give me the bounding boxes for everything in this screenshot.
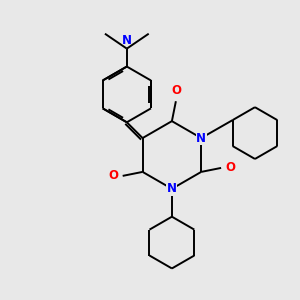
- Text: N: N: [167, 182, 177, 195]
- Text: O: O: [225, 161, 235, 174]
- Text: N: N: [196, 132, 206, 145]
- Text: N: N: [122, 34, 132, 46]
- Text: O: O: [109, 169, 119, 182]
- Text: O: O: [171, 84, 181, 97]
